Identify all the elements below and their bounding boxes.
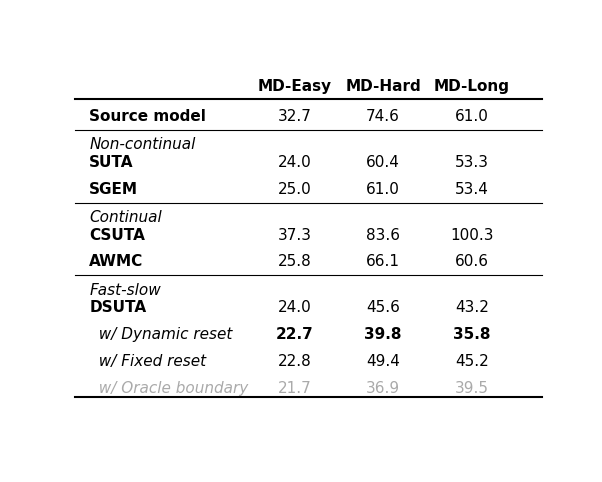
Text: 60.6: 60.6	[455, 254, 489, 269]
Text: Fast-slow: Fast-slow	[89, 283, 161, 298]
Text: 37.3: 37.3	[278, 228, 311, 243]
Text: 61.0: 61.0	[455, 109, 489, 124]
Text: w/ Dynamic reset: w/ Dynamic reset	[89, 327, 232, 342]
Text: MD-Easy: MD-Easy	[258, 79, 332, 94]
Text: SGEM: SGEM	[89, 182, 138, 197]
Text: 83.6: 83.6	[366, 228, 400, 243]
Text: 25.8: 25.8	[278, 254, 311, 269]
Text: 53.4: 53.4	[455, 182, 489, 197]
Text: 21.7: 21.7	[278, 381, 311, 396]
Text: AWMC: AWMC	[89, 254, 143, 269]
Text: 25.0: 25.0	[278, 182, 311, 197]
Text: Source model: Source model	[89, 109, 206, 124]
Text: 61.0: 61.0	[366, 182, 400, 197]
Text: CSUTA: CSUTA	[89, 228, 145, 243]
Text: 39.8: 39.8	[364, 327, 402, 342]
Text: MD-Long: MD-Long	[434, 79, 510, 94]
Text: 22.8: 22.8	[278, 354, 311, 369]
Text: Non-continual: Non-continual	[89, 137, 196, 152]
Text: 35.8: 35.8	[453, 327, 491, 342]
Text: 24.0: 24.0	[278, 300, 311, 316]
Text: 24.0: 24.0	[278, 155, 311, 170]
Text: MD-Hard: MD-Hard	[346, 79, 421, 94]
Text: w/ Fixed reset: w/ Fixed reset	[89, 354, 206, 369]
Text: w/ Oracle boundary: w/ Oracle boundary	[89, 381, 249, 396]
Text: 45.2: 45.2	[455, 354, 489, 369]
Text: 60.4: 60.4	[366, 155, 400, 170]
Text: 43.2: 43.2	[455, 300, 489, 316]
Text: 36.9: 36.9	[366, 381, 400, 396]
Text: 32.7: 32.7	[278, 109, 311, 124]
Text: 45.6: 45.6	[366, 300, 400, 316]
Text: 66.1: 66.1	[366, 254, 400, 269]
Text: 22.7: 22.7	[276, 327, 314, 342]
Text: SUTA: SUTA	[89, 155, 134, 170]
Text: 39.5: 39.5	[455, 381, 489, 396]
Text: 53.3: 53.3	[455, 155, 489, 170]
Text: 49.4: 49.4	[366, 354, 400, 369]
Text: 74.6: 74.6	[366, 109, 400, 124]
Text: 100.3: 100.3	[450, 228, 494, 243]
Text: Continual: Continual	[89, 210, 162, 225]
Text: DSUTA: DSUTA	[89, 300, 146, 316]
